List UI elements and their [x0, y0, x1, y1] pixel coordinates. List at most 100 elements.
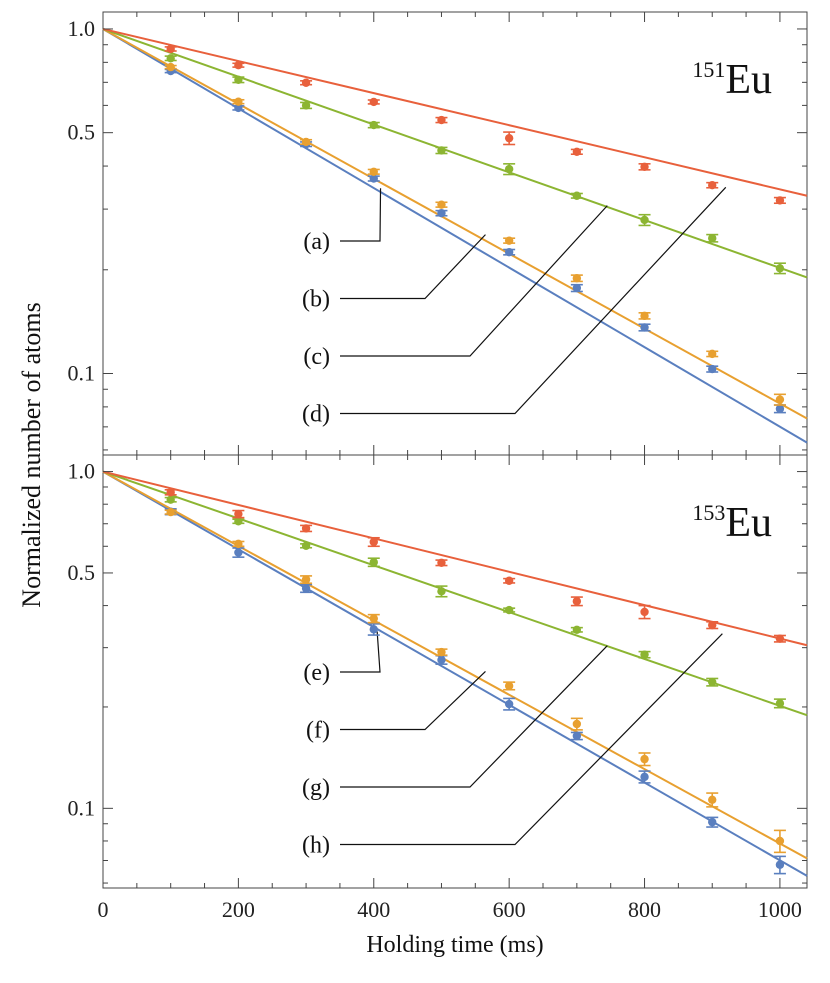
isotope-mass: 151 [692, 57, 725, 82]
bottom-data-point [301, 575, 311, 584]
bottom-data-point [775, 634, 785, 643]
bottom-callout-line [340, 670, 486, 731]
top-data-point [775, 395, 785, 404]
x-axis-label: Holding time (ms) [366, 932, 543, 958]
top-data-point [369, 174, 378, 183]
top-isotope-label: 151Eu [692, 57, 772, 103]
x-tick-label: 200 [222, 897, 255, 922]
bottom-data-point [775, 699, 785, 708]
bottom-y-tick-label: 0.1 [68, 795, 96, 820]
top-data-point [301, 101, 311, 110]
bottom-fit-line-2 [102, 470, 808, 717]
bottom-data-point [708, 795, 717, 805]
bottom-data-point [437, 558, 446, 567]
bottom-data-point [369, 614, 378, 623]
bottom-data-point [572, 731, 582, 741]
top-data-point [437, 200, 446, 209]
bottom-data-point [166, 495, 175, 504]
top-y-tick-label: 0.1 [68, 360, 96, 385]
top-data-point [369, 97, 378, 107]
bottom-data-point [234, 517, 243, 526]
bottom-series-label: (e) [303, 660, 330, 686]
bottom-data-point [504, 681, 514, 691]
bottom-data-point [572, 719, 582, 729]
top-data-point [166, 44, 175, 54]
bottom-data-point [504, 699, 514, 709]
bottom-data-point [640, 772, 649, 782]
isotope-symbol: Eu [725, 500, 772, 546]
bottom-data-point [166, 488, 175, 497]
bottom-data-point [640, 650, 649, 659]
bottom-data-point [572, 625, 582, 634]
top-fit-line-2 [102, 28, 808, 279]
top-data-point [234, 60, 243, 70]
top-data-point [234, 103, 243, 113]
bottom-data-point [640, 607, 649, 617]
bottom-data-point [301, 524, 311, 533]
top-data-point [166, 54, 175, 63]
top-callout-line [340, 188, 382, 242]
bottom-data-point [640, 754, 649, 764]
x-tick-label: 600 [493, 897, 526, 922]
top-series-label: (a) [303, 229, 330, 255]
bottom-data-point [369, 558, 378, 567]
top-data-point [775, 196, 785, 205]
bottom-data-point [708, 817, 717, 827]
bottom-isotope-label: 153Eu [692, 500, 772, 546]
top-data-point [572, 283, 582, 293]
bottom-data-point [775, 836, 785, 846]
bottom-data-point [708, 677, 717, 687]
top-data-point [437, 208, 446, 218]
bottom-data-point [572, 597, 582, 606]
top-data-point [572, 147, 582, 157]
top-data-point [369, 120, 378, 130]
bottom-data-point [301, 584, 311, 593]
top-data-point [437, 115, 446, 125]
top-callout-line [340, 205, 608, 357]
bottom-y-tick-label: 0.5 [68, 560, 96, 585]
top-data-point [708, 180, 717, 190]
bottom-data-point [234, 539, 243, 549]
bottom-data-point [708, 620, 717, 630]
data-points-layer [164, 44, 786, 875]
top-data-point [640, 215, 649, 225]
bottom-data-point [301, 541, 311, 550]
top-callout-line [340, 186, 727, 415]
bottom-data-point [437, 647, 446, 657]
bottom-series-label: (f) [306, 718, 330, 744]
top-data-point [640, 323, 649, 332]
top-data-point [504, 133, 514, 143]
isotope-symbol: Eu [725, 57, 772, 103]
top-data-point [640, 162, 649, 172]
bottom-series-label: (h) [302, 833, 330, 859]
top-fit-line-0 [102, 28, 808, 444]
top-data-point [504, 247, 514, 257]
top-data-point [234, 97, 243, 106]
bottom-fit-line-0 [102, 470, 808, 877]
x-tick-label: 800 [628, 897, 661, 922]
fit-lines-layer [102, 27, 808, 877]
top-data-point [775, 264, 785, 273]
bottom-data-point [369, 537, 378, 547]
top-data-point [572, 274, 582, 283]
top-data-point [708, 349, 717, 359]
top-data-point [166, 62, 175, 72]
bottom-data-point [504, 605, 514, 615]
bottom-series-label: (g) [302, 775, 330, 801]
bottom-data-point [437, 655, 446, 665]
x-tick-label: 400 [357, 897, 390, 922]
top-y-tick-label: 0.5 [68, 120, 96, 145]
top-series-label: (d) [302, 402, 330, 428]
bottom-data-point [369, 625, 378, 634]
top-data-point [301, 78, 311, 87]
top-fit-line-1 [102, 28, 808, 420]
x-tick-label: 0 [98, 897, 109, 922]
top-data-point [437, 146, 446, 155]
top-series-label: (b) [302, 287, 330, 313]
bottom-callout-line [340, 633, 723, 846]
top-data-point [369, 167, 378, 176]
top-data-point [572, 191, 582, 200]
isotope-mass: 153 [692, 500, 725, 525]
